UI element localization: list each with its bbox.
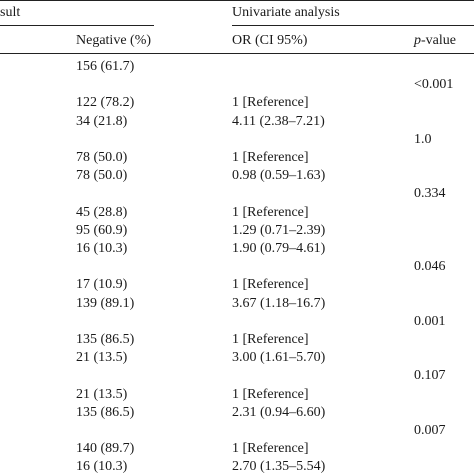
- cell-p-value: <0.001: [414, 77, 454, 92]
- cell-negative: 45 (28.8): [76, 205, 128, 220]
- group-rule-univariate: [232, 25, 474, 26]
- cell-negative: 122 (78.2): [76, 95, 135, 110]
- group-rule-result: [0, 25, 154, 26]
- cell-negative: 139 (89.1): [76, 296, 135, 311]
- cell-or: 2.31 (0.94–6.60): [232, 405, 326, 420]
- cell-negative: 135 (86.5): [76, 405, 135, 420]
- cell-or: 1 [Reference]: [232, 277, 309, 292]
- cell-p-value: 0.007: [414, 423, 446, 438]
- cell-or: 1 [Reference]: [232, 332, 309, 347]
- header-bottom-rule: [0, 53, 474, 54]
- cell-negative: 34 (21.8): [76, 114, 128, 129]
- cell-negative: 78 (50.0): [76, 168, 128, 183]
- cell-negative: 140 (89.7): [76, 441, 135, 456]
- group-header-result: sult: [0, 5, 21, 20]
- column-header-or: OR (CI 95%): [232, 33, 308, 48]
- cell-negative: 16 (10.3): [76, 241, 128, 256]
- cell-or: 1 [Reference]: [232, 441, 309, 456]
- cell-p-value: 0.001: [414, 314, 446, 329]
- cell-p-value: 0.046: [414, 259, 446, 274]
- cell-or: 1.90 (0.79–4.61): [232, 241, 326, 256]
- cell-or: 1 [Reference]: [232, 95, 309, 110]
- column-header-p-value: p-value: [414, 33, 456, 49]
- cell-or: 0.98 (0.59–1.63): [232, 168, 326, 183]
- cell-negative: 135 (86.5): [76, 332, 135, 347]
- cell-or: 3.67 (1.18–16.7): [232, 296, 326, 311]
- cell-negative: 95 (60.9): [76, 223, 128, 238]
- cell-p-value: 1.0: [414, 132, 432, 147]
- cell-or: 3.00 (1.61–5.70): [232, 350, 326, 365]
- cell-negative: 78 (50.0): [76, 150, 128, 165]
- cell-negative: 21 (13.5): [76, 350, 128, 365]
- cell-or: 1.29 (0.71–2.39): [232, 223, 326, 238]
- cell-p-value: 0.334: [414, 186, 446, 201]
- cell-negative: 16 (10.3): [76, 459, 128, 474]
- group-header-univariate: Univariate analysis: [232, 5, 340, 20]
- cell-negative: 156 (61.7): [76, 59, 135, 74]
- cell-or: 1 [Reference]: [232, 205, 309, 220]
- column-header-p-italic: p: [414, 33, 421, 48]
- cell-or: 4.11 (2.38–7.21): [232, 114, 325, 129]
- column-header-negative: Negative (%): [76, 33, 152, 48]
- cell-negative: 17 (10.9): [76, 277, 128, 292]
- cell-or: 2.70 (1.35–5.54): [232, 459, 326, 474]
- cell-or: 1 [Reference]: [232, 150, 309, 165]
- top-rule: [0, 0, 474, 1]
- column-header-p-rest: -value: [421, 33, 456, 48]
- cell-p-value: 0.107: [414, 368, 446, 383]
- cell-negative: 21 (13.5): [76, 387, 128, 402]
- cell-or: 1 [Reference]: [232, 387, 309, 402]
